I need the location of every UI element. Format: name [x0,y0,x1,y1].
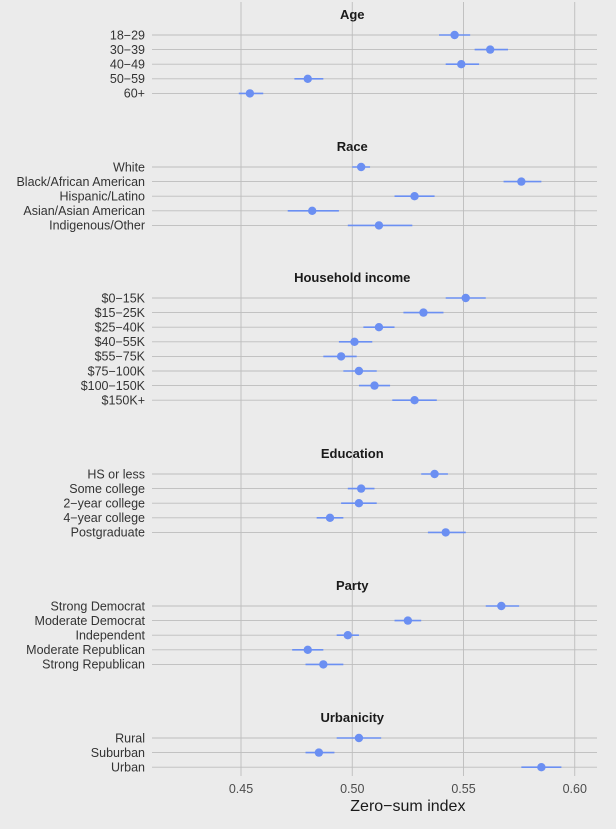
row-label: $100−150K [81,379,146,393]
point-estimate [374,323,384,332]
point-estimate [403,616,413,625]
point-estimate [354,366,364,376]
row-label: Strong Republican [42,658,145,672]
point-estimate [343,631,352,640]
row-label: Some college [69,482,145,496]
point-estimate [356,484,366,493]
row-label: 60+ [124,87,145,101]
point-estimate [370,381,379,390]
row-label: Urban [111,761,145,775]
row-label: 50−59 [110,72,145,86]
interval-layer [238,34,562,769]
row-label: Suburban [91,746,145,760]
point-estimate [410,396,419,405]
point-estimate [245,89,255,98]
point-estimate [374,221,384,230]
row-label: $55−75K [95,350,146,364]
group-title: Party [336,578,369,593]
row-label: White [113,160,145,174]
row-label: $0−15K [102,291,146,305]
point-layer [245,30,546,772]
row-label: Independent [75,629,145,643]
row-label: 18−29 [110,28,145,42]
point-estimate [430,469,439,479]
point-estimate [441,528,450,537]
point-estimate [354,733,364,743]
row-label: Moderate Democrat [35,614,146,628]
group-title: Education [321,446,384,461]
row-label: Rural [115,731,145,745]
row-label: 2−year college [63,497,145,511]
point-estimate [354,499,364,508]
row-label: $40−55K [95,335,146,349]
row-label: Black/African American [16,175,145,189]
point-estimate [308,206,317,215]
point-estimate [419,308,428,317]
row-label: Moderate Republican [26,643,145,657]
point-estimate [461,293,470,303]
x-tick-label: 0.60 [563,782,587,796]
row-label: Postgraduate [71,526,145,540]
row-label: Asian/Asian American [23,204,145,218]
x-axis-title: Zero−sum index [350,798,465,815]
group-title: Age [340,7,365,22]
point-estimate [319,660,328,669]
group-title: Household income [294,270,410,285]
axis-layer: Zero−sum index 0.45 0.50 0.55 0.60 [229,782,587,815]
point-estimate [486,45,495,54]
row-label: $150K+ [102,394,145,408]
row-label: Strong Democrat [51,599,146,613]
x-tick-label: 0.55 [451,782,475,796]
row-label: 40−49 [110,58,145,72]
row-label: 4−year college [63,511,145,525]
point-estimate [336,352,346,361]
point-estimate [537,763,546,772]
row-label: 30−39 [110,43,145,57]
row-label: $15−25K [95,306,146,320]
group-title: Race [337,139,368,154]
row-label: Indigenous/Other [49,219,145,233]
point-estimate [303,645,312,654]
row-label: $25−40K [95,321,146,335]
point-estimate [325,513,335,522]
group-title: Urbanicity [320,710,384,725]
point-estimate [410,192,419,201]
row-label: HS or less [87,467,145,481]
point-estimate [350,337,359,346]
point-estimate [450,30,459,40]
row-label: $75−100K [88,364,146,378]
point-estimate [314,748,324,757]
point-estimate [457,59,466,69]
point-estimate [497,601,506,611]
point-estimate [517,177,526,186]
x-tick-label: 0.50 [340,782,364,796]
point-estimate [356,162,366,172]
row-label: Hispanic/Latino [60,190,146,204]
x-tick-label: 0.45 [229,782,253,796]
point-estimate [303,74,312,84]
